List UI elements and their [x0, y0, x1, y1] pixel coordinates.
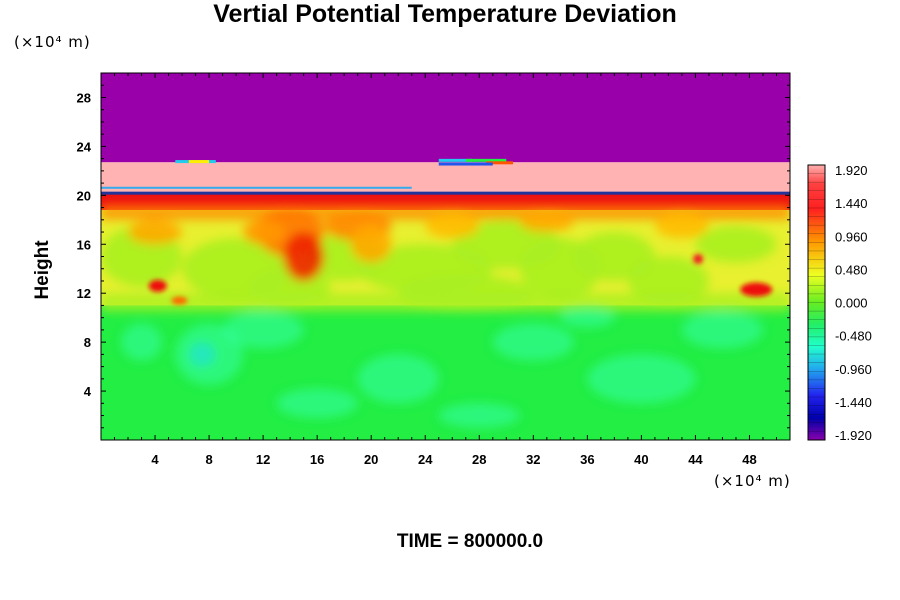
y-tick-label: 24	[77, 139, 92, 154]
layer-artifact	[438, 162, 493, 166]
warm-blob	[283, 232, 324, 281]
colorbar-label: -0.480	[835, 329, 872, 344]
red-spot	[740, 282, 773, 297]
feature-layer	[148, 253, 773, 305]
x-tick-label: 16	[310, 452, 324, 467]
y-tick-label: 8	[84, 335, 91, 350]
warm-blob	[128, 219, 183, 245]
boundary-line	[101, 186, 412, 189]
y-tick-label: 20	[77, 188, 91, 203]
cool-blob	[188, 342, 216, 367]
y-axis-unit: (×10⁴ m)	[14, 33, 91, 51]
warm-blob	[654, 213, 709, 239]
x-tick-label: 8	[205, 452, 212, 467]
x-axis-unit: (×10⁴ m)	[714, 472, 791, 490]
layer-artifact	[465, 158, 507, 162]
red-spot	[693, 253, 704, 264]
chart-title: Vertial Potential Temperature Deviation	[213, 0, 677, 28]
colorbar: 1.920 1.440 0.960 0.480 0.000 -0.480 -0.960 -1.…	[807, 163, 872, 443]
x-tick-label: 48	[742, 452, 756, 467]
x-tick-label: 12	[256, 452, 270, 467]
colorbar-label: 1.920	[835, 163, 868, 178]
plot-area	[101, 73, 790, 440]
x-tick-label: 40	[634, 452, 648, 467]
lime-blob	[627, 256, 709, 306]
cool-blob	[560, 307, 615, 328]
x-tick-label: 24	[418, 452, 433, 467]
y-tick-label: 12	[77, 286, 91, 301]
colorbar-label: -1.920	[835, 428, 872, 443]
layer-artifact	[438, 158, 473, 162]
cool-blob	[357, 354, 439, 404]
lime-blob	[695, 225, 777, 263]
y-tick-label: 16	[77, 237, 91, 252]
cool-blob	[276, 388, 358, 418]
time-label: TIME = 800000.0	[396, 531, 544, 552]
x-tick-label: 36	[580, 452, 594, 467]
colorbar-label: 1.440	[835, 196, 868, 211]
x-tick-label: 28	[472, 452, 486, 467]
texture-layer	[101, 205, 790, 428]
layer-artifact	[188, 160, 210, 164]
layer-artifact	[486, 161, 514, 165]
x-tick-label: 20	[364, 452, 378, 467]
cool-blob	[438, 403, 520, 428]
x-tick-label: 4	[151, 452, 159, 467]
y-tick-label: 28	[77, 90, 91, 105]
colorbar-label: 0.480	[835, 262, 868, 277]
cool-blob	[587, 354, 696, 404]
orange-spot	[171, 296, 188, 305]
x-tick-label: 32	[526, 452, 540, 467]
colorbar-label: 0.000	[835, 296, 868, 311]
lime-blob	[398, 274, 534, 312]
colorbar-label: -0.960	[835, 362, 872, 377]
colorbar-label: 0.960	[835, 229, 868, 244]
x-tick-label: 44	[688, 452, 703, 467]
warm-blob	[242, 219, 284, 245]
warm-blob	[519, 212, 574, 233]
boundary-line	[101, 191, 790, 195]
colorbar-label: -1.440	[835, 395, 872, 410]
cool-blob	[681, 311, 763, 349]
cool-blob	[492, 323, 574, 361]
warm-blob	[425, 213, 480, 239]
cool-blob	[222, 311, 304, 349]
red-spot	[148, 279, 167, 292]
cool-blob	[121, 323, 162, 361]
warm-blob	[350, 225, 392, 263]
y-tick-label: 4	[84, 384, 92, 399]
region-band	[101, 73, 790, 163]
